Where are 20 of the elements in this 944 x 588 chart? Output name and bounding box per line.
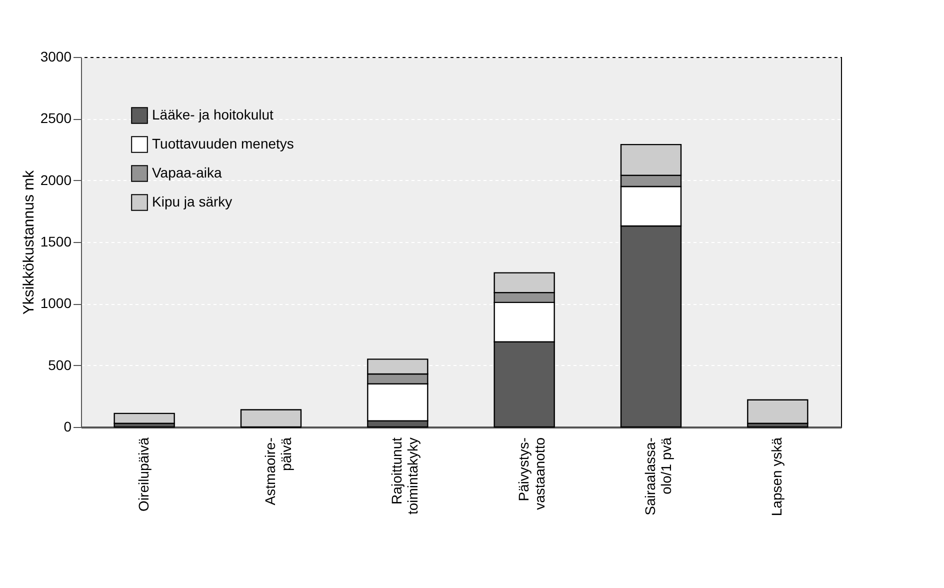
legend-label: Tuottavuuden menetys [152,136,294,152]
y-axis-title: Yksikkökustannus mk [20,170,38,315]
y-tick-label: 2000 [40,172,72,188]
y-tick-label: 1500 [40,234,72,250]
y-tick-label: 2500 [40,110,72,126]
y-tick-label: 1000 [40,295,72,312]
x-tick-label: Astmaoire- päivä [262,437,294,506]
y-tick-label: 3000 [40,48,72,64]
y-tick-label: 500 [48,356,72,373]
legend-label: Kipu ja särky [152,194,232,210]
x-tick-label: Rajoittunut toimintakyky [388,437,421,515]
y-tick-label: 0 [64,418,72,434]
x-tick-label: Päivystys- vastaanotto [515,437,548,510]
bar [747,399,808,424]
x-tick-label: Sairaalassa- olo/1 pvä [642,437,674,516]
bar [114,412,175,424]
x-tick-label: Oireilupäivä [135,437,152,512]
legend-label: Lääke- ja hoitokulut [152,106,274,122]
x-tick-label: Lapsen yskä [768,437,785,516]
legend-label: Vapaa-aika [152,164,222,180]
